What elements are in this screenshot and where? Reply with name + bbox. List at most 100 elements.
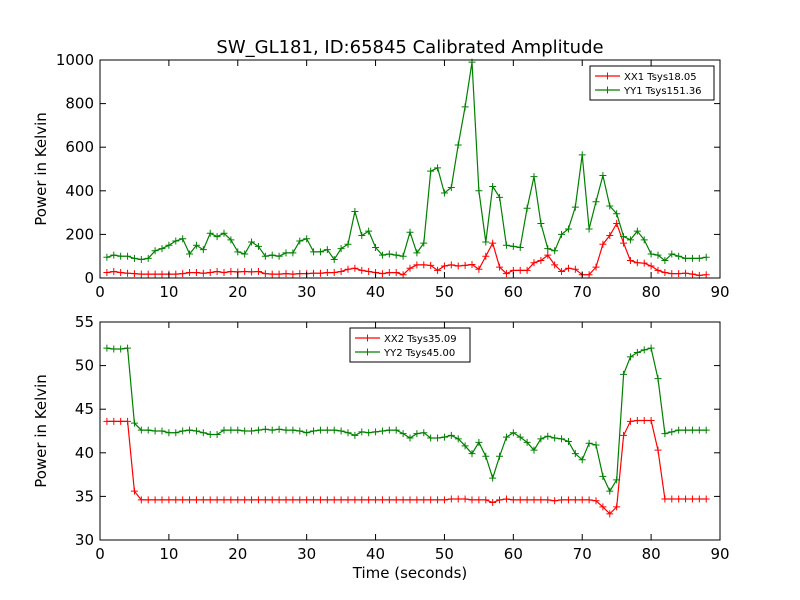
data-point: [124, 344, 132, 352]
data-point: [199, 269, 207, 277]
data-point: [186, 250, 194, 258]
data-point: [151, 427, 159, 435]
legend-box: [589, 65, 715, 101]
data-point: [234, 248, 242, 256]
data-point: [454, 262, 462, 270]
data-point: [640, 346, 648, 354]
data-point: [365, 496, 373, 504]
data-point: [613, 220, 621, 227]
x-tick-label: 0: [95, 545, 105, 563]
data-point: [192, 427, 200, 435]
data-point: [268, 496, 276, 504]
data-point: [330, 496, 338, 504]
data-point: [675, 270, 683, 278]
data-point: [275, 496, 283, 504]
data-point: [434, 434, 442, 442]
data-point: [523, 266, 531, 274]
data-point: [606, 510, 614, 518]
data-point: [475, 496, 483, 504]
data-point: [151, 270, 159, 278]
data-point: [675, 252, 683, 260]
y-tick-label: 800: [65, 95, 94, 113]
data-point: [420, 496, 428, 504]
data-point: [103, 269, 111, 277]
data-point: [372, 243, 380, 251]
data-point: [654, 446, 662, 454]
data-point: [365, 227, 373, 235]
x-tick-label: 40: [366, 283, 385, 301]
data-point: [310, 269, 318, 277]
data-point: [682, 269, 690, 277]
data-point: [296, 427, 304, 435]
y-tick-label: 400: [65, 182, 94, 200]
data-point: [440, 496, 448, 504]
data-point: [620, 233, 628, 241]
data-point: [647, 417, 655, 425]
data-point: [702, 426, 710, 434]
data-point: [385, 426, 393, 434]
plot-frame: [99, 321, 721, 541]
data-point: [282, 270, 290, 278]
data-point: [337, 496, 345, 504]
legend-box: [349, 327, 471, 363]
data-point: [544, 496, 552, 504]
data-point: [241, 267, 249, 275]
data-point: [688, 426, 696, 434]
data-point: [702, 253, 710, 261]
data-point: [482, 496, 490, 504]
bottom-panel: 0 10 20 30 40 50 60 70 80 90 30 35 40 45 50 55 Power in …: [32, 313, 730, 582]
data-point: [192, 269, 200, 277]
data-point: [227, 236, 235, 244]
data-point: [261, 496, 269, 504]
data-point: [413, 430, 421, 438]
data-point: [592, 441, 600, 449]
data-point: [144, 426, 152, 434]
data-point: [447, 431, 455, 439]
data-point: [117, 252, 125, 260]
data-point: [117, 417, 125, 425]
x-tick-label: 90: [710, 283, 729, 301]
data-point: [261, 425, 269, 433]
y-tick-label: 40: [75, 444, 94, 462]
data-point: [110, 345, 118, 353]
data-point: [695, 254, 703, 262]
data-point: [103, 253, 111, 261]
data-point: [310, 496, 318, 504]
data-point: [365, 429, 373, 437]
data-point: [130, 419, 138, 427]
data-point: [261, 252, 269, 260]
data-point: [489, 239, 497, 247]
data-point: [310, 427, 318, 435]
data-point: [296, 496, 304, 504]
legend-marker: [364, 334, 371, 342]
data-point: [468, 450, 476, 458]
x-tick-label: 80: [642, 545, 661, 563]
data-point: [647, 250, 655, 258]
data-point: [192, 496, 200, 504]
data-point: [323, 246, 331, 254]
data-point: [661, 495, 669, 503]
data-point: [344, 429, 352, 437]
y-axis-label: Power in Kelvin: [32, 112, 50, 226]
y-tick-label: 600: [65, 138, 94, 156]
data-point: [654, 375, 662, 383]
data-point: [489, 182, 497, 190]
data-point: [392, 251, 400, 259]
data-point: [227, 426, 235, 434]
data-point: [220, 229, 228, 237]
data-point: [613, 503, 621, 511]
data-point: [675, 495, 683, 503]
data-point: [137, 426, 145, 434]
data-point: [275, 270, 283, 278]
x-tick-label: 50: [435, 545, 454, 563]
data-point: [482, 238, 490, 246]
data-point: [626, 417, 634, 425]
data-point: [564, 225, 572, 233]
y-tick-label: 200: [65, 225, 94, 243]
data-point: [124, 269, 132, 277]
x-tick-label: 70: [573, 283, 592, 301]
data-point: [351, 496, 359, 504]
data-point: [213, 267, 221, 275]
y-tick-label: 30: [75, 531, 94, 549]
data-point: [461, 442, 469, 450]
